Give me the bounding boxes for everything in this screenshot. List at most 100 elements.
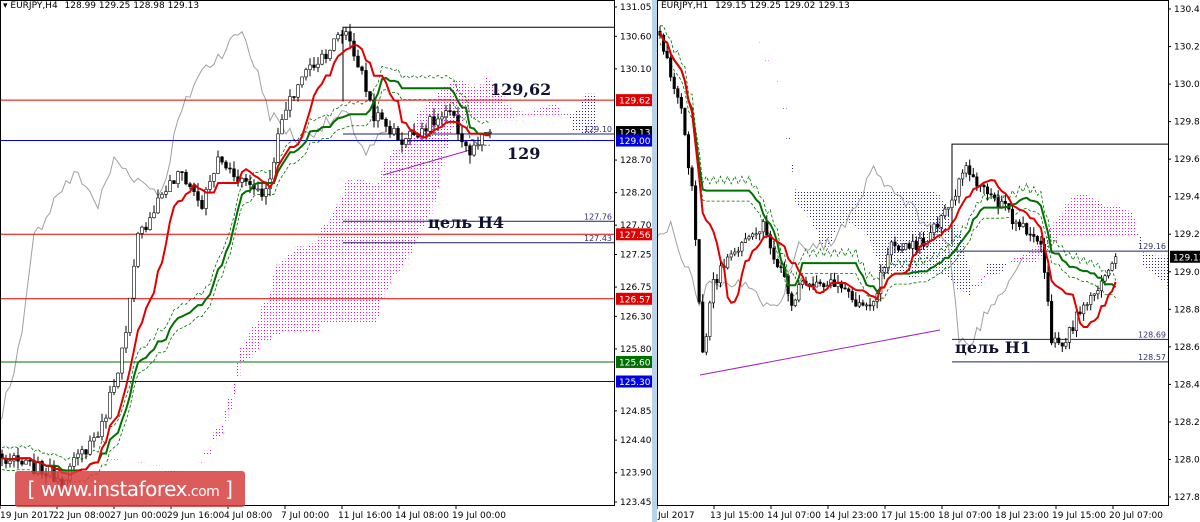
ichimoku-cloud-segment [1067, 202, 1072, 236]
ichimoku-cloud-segment [1064, 204, 1068, 236]
candle-body [460, 133, 464, 143]
ichimoku-cloud-segment [324, 224, 329, 323]
ichimoku-cloud-segment [528, 112, 533, 115]
y-tick-label: 129.65 [1174, 155, 1200, 165]
candle-body [116, 372, 120, 387]
dropdown-arrow-icon[interactable]: ▾ [3, 1, 8, 11]
ichimoku-cloud-segment [875, 190, 880, 258]
y-tick-label: 131.05 [620, 3, 652, 13]
ichimoku-cloud-segment [356, 180, 361, 323]
ichimoku-cloud-segment [284, 258, 289, 333]
ichimoku-cloud-segment [1110, 205, 1115, 236]
h1-chart[interactable]: 129.16 128.69 128.57 130.45 130.25 130.05 129.… [657, 0, 1200, 522]
candle-body [861, 302, 865, 306]
candle-body [352, 40, 356, 57]
ichimoku-cloud-segment [216, 428, 221, 437]
candle-body [1096, 290, 1100, 295]
candle-body [76, 453, 80, 458]
y-tick-label: 123.90 [620, 469, 652, 479]
candle-body [404, 138, 408, 145]
panel-separator[interactable] [652, 0, 657, 522]
candle-body [1107, 269, 1111, 277]
candle-body [284, 109, 288, 120]
candle-body [889, 241, 893, 256]
candle-body [196, 191, 200, 201]
ichimoku-cloud-segment [943, 202, 947, 276]
ichimoku-cloud-segment [120, 458, 125, 459]
ichimoku-cloud-segment [396, 149, 401, 273]
candle-body [879, 271, 883, 294]
candle-body [868, 304, 872, 307]
candle-body [440, 116, 444, 120]
price-level-badge-label: 125.30 [619, 378, 651, 388]
ichimoku-cloud-segment [821, 190, 826, 248]
y-tick-label: 129.85 [1174, 118, 1200, 128]
ichimoku-cloud-segment [292, 252, 297, 332]
ichimoku-cloud-segment [236, 363, 241, 377]
candle-body [708, 302, 712, 337]
y-tick-label: 130.60 [620, 32, 652, 42]
candle-body [1103, 275, 1107, 282]
ichimoku-cloud-segment [967, 267, 972, 296]
candle-body [300, 76, 304, 86]
candle-body [100, 421, 104, 437]
x-tick-label: 29 Jun 16:00 [167, 511, 224, 521]
candle-body [1028, 233, 1032, 236]
ichimoku-cloud-segment [1124, 209, 1129, 236]
plot-frame [0, 0, 615, 506]
ichimoku-cloud-segment [564, 114, 569, 118]
ichimoku-cloud-segment [240, 346, 245, 364]
candle-body [740, 242, 744, 252]
candle-body [939, 215, 943, 228]
ichimoku-cloud-segment [280, 259, 285, 333]
candle-body [104, 417, 108, 422]
candle-body [726, 256, 730, 269]
candle-body [464, 141, 468, 147]
ichimoku-cloud-segment [144, 463, 149, 464]
candle-body [172, 180, 176, 184]
ichimoku-cloud-segment [232, 382, 237, 397]
candle-body [818, 281, 822, 284]
ichimoku-cloud-segment [818, 190, 823, 245]
candle-body [1067, 327, 1071, 343]
candle-body [348, 31, 352, 42]
candle-body [240, 177, 244, 183]
candle-body [775, 259, 780, 268]
trend-line [382, 149, 471, 176]
candle-body [761, 221, 765, 233]
h4-chart[interactable]: 129.10 127.76 127.43 131.05 130.60 130.10 128.… [0, 0, 652, 522]
ichimoku-cloud-segment [765, 60, 769, 61]
candle-body [1082, 304, 1086, 315]
candle-body [662, 34, 666, 52]
y-tick-label: 127.25 [620, 251, 652, 261]
candle-body [982, 184, 986, 188]
candle-body [324, 53, 328, 59]
x-tick-label: 18 Jul 07:00 [938, 511, 992, 521]
ichimoku-cloud-segment [368, 183, 373, 323]
ichimoku-cloud-segment [364, 182, 369, 323]
x-tick-label: 4 Jul 08:00 [224, 511, 273, 521]
candle-body [164, 191, 168, 195]
candle-body [697, 239, 701, 303]
kijun-upper-dashed-line [1, 65, 491, 461]
y-tick-label: 125.80 [620, 345, 652, 355]
ichimoku-cloud-segment [800, 190, 805, 208]
candle-body [456, 115, 460, 134]
ichimoku-cloud-segment [1007, 263, 1011, 264]
candle-body [1000, 200, 1004, 207]
price-level-badge-label: 129.62 [619, 97, 651, 107]
ichimoku-cloud-segment [789, 164, 794, 172]
ichimoku-cloud-segment [252, 326, 257, 354]
ichimoku-cloud-segment [1010, 259, 1015, 264]
ichimoku-cloud-segment [1028, 249, 1033, 264]
candle-body [428, 116, 432, 132]
candle-body [690, 167, 694, 187]
candle-body [747, 236, 751, 240]
ichimoku-cloud-segment [320, 226, 325, 323]
candle-body [136, 233, 140, 267]
ichimoku-cloud-segment [480, 84, 485, 121]
plot-frame [657, 0, 1169, 506]
candle-body [679, 97, 683, 109]
ichimoku-cloud-segment [850, 190, 855, 224]
ichimoku-cloud-segment [1071, 197, 1076, 236]
